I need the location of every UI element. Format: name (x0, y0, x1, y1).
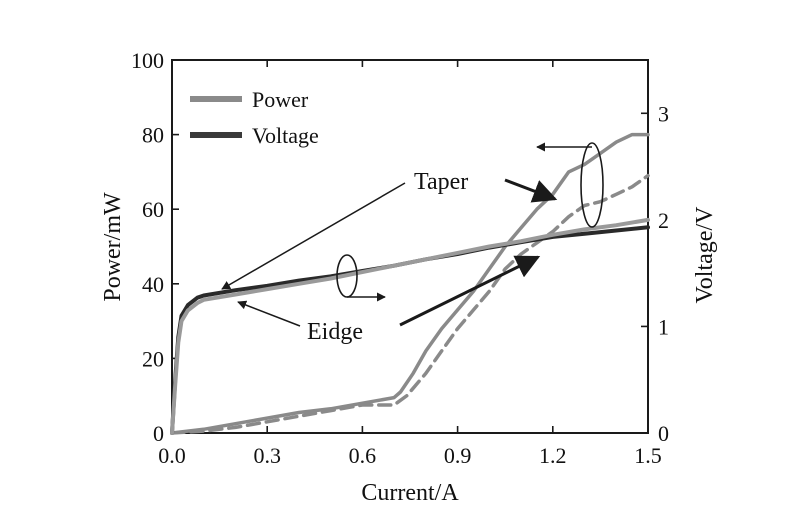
x-tick-label: 0.6 (349, 443, 377, 468)
x-tick-label: 0.9 (444, 443, 472, 468)
edge-arrow-right (399, 255, 541, 327)
taper-arrow-right (504, 178, 558, 203)
plot-frame (171, 59, 649, 434)
taper-arrow-left (221, 182, 406, 290)
series-layer (170, 132, 650, 435)
x-tick-label: 1.5 (634, 443, 662, 468)
edge-label: Eidge (307, 319, 363, 345)
y2-tick-label: 1 (658, 314, 669, 339)
series-line-2 (170, 173, 650, 435)
y2-tick-label: 2 (658, 208, 669, 233)
y-tick-label: 0 (153, 421, 164, 446)
legend-label-voltage: Voltage (252, 123, 319, 148)
x-tick-label: 0.3 (253, 443, 281, 468)
y-tick-label: 100 (131, 48, 164, 73)
x-axis-title: Current/A (361, 480, 459, 506)
y-tick-label: 60 (142, 197, 164, 222)
y-tick-label: 80 (142, 123, 164, 148)
y2-tick-label: 0 (658, 421, 669, 446)
y2-axis-title: Voltage/V (692, 206, 718, 304)
y-axis-title: Power/mW (100, 192, 126, 302)
annotations: Taper Eidge (221, 142, 604, 345)
legend-label-power: Power (252, 87, 309, 112)
x-tick-label: 1.2 (539, 443, 567, 468)
edge-arrow-left (237, 300, 301, 327)
series-line-1 (170, 132, 650, 435)
legend: Power Voltage (190, 87, 319, 148)
y2-tick-label: 3 (658, 101, 669, 126)
x-tick-label: 0.0 (158, 443, 186, 468)
y-tick-label: 40 (142, 272, 164, 297)
y-tick-label: 20 (142, 346, 164, 371)
taper-label: Taper (414, 169, 468, 195)
series-line-4 (170, 217, 650, 435)
series-line-3 (170, 225, 650, 435)
power-group-ellipse (580, 142, 604, 228)
